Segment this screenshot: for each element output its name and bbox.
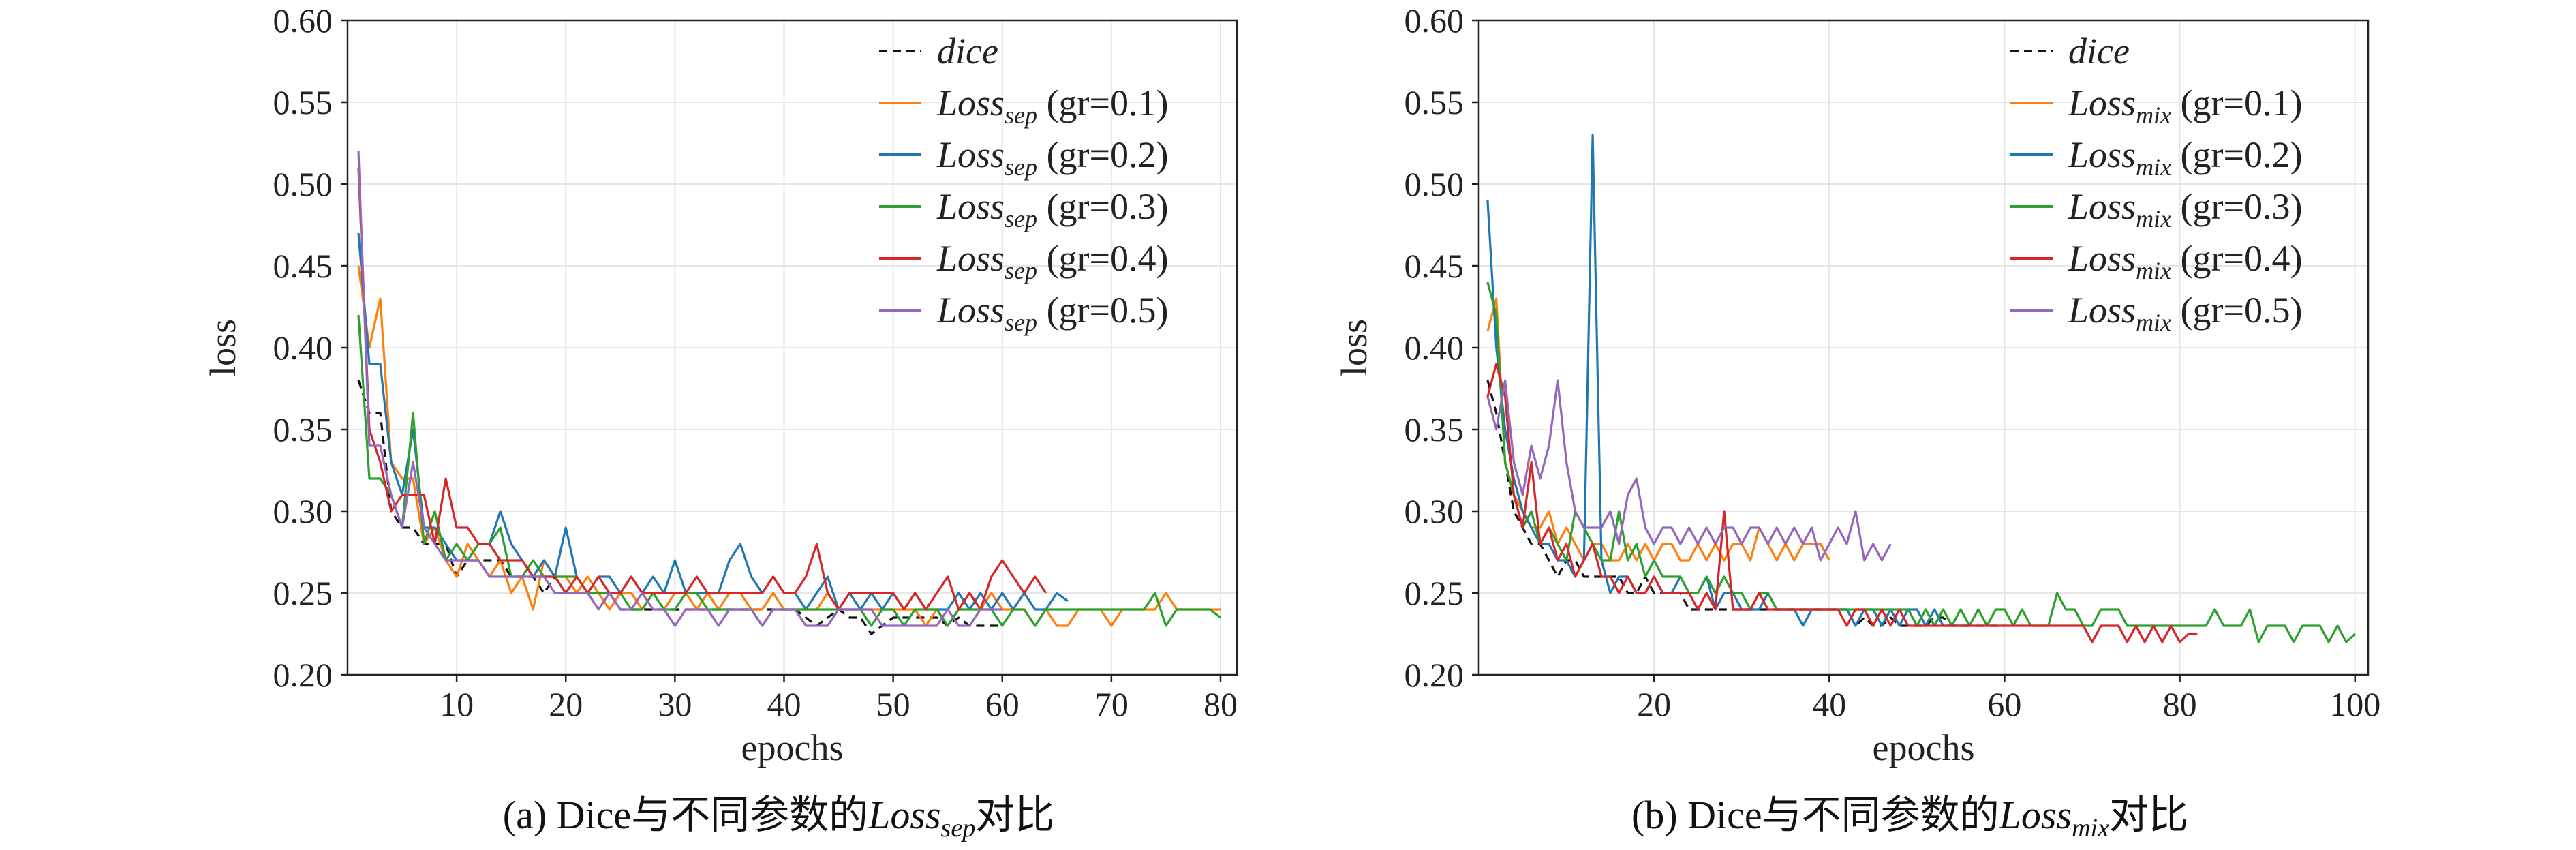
legend-label: dice xyxy=(2068,31,2130,72)
chart-caption: (a) Dice与不同参数的Losssep对比 xyxy=(503,793,1054,843)
x-tick-label: 40 xyxy=(1812,685,1846,723)
y-tick-label: 0.20 xyxy=(1405,656,1465,694)
chart-a: 0.20 0.25 0.30 0.35 0.40 0.45 0.50 0.55 0.60 10 20… xyxy=(202,1,1238,843)
legend-label: Lossmix (gr=0.5) xyxy=(2068,290,2302,336)
y-tick-label: 0.25 xyxy=(1405,574,1465,612)
y-tick-label: 0.55 xyxy=(273,83,333,121)
series-line-gr5 xyxy=(1486,379,1892,562)
y-tick-label: 0.45 xyxy=(273,247,333,285)
x-tick-label: 80 xyxy=(1203,685,1238,723)
series-line-dice xyxy=(357,380,1002,635)
x-tick-label: 20 xyxy=(1637,685,1671,723)
chart-caption: (b) Dice与不同参数的Lossmix对比 xyxy=(1631,793,2188,843)
y-tick-label: 0.25 xyxy=(273,574,333,612)
y-tick-label: 0.45 xyxy=(1405,247,1465,285)
x-tick-label: 20 xyxy=(549,685,583,723)
y-tick-label: 0.20 xyxy=(273,656,333,694)
x-axis-label: epochs xyxy=(741,727,844,768)
x-tick-label: 100 xyxy=(2329,685,2380,723)
x-tick-label: 60 xyxy=(985,685,1019,723)
chart-b: 0.20 0.25 0.30 0.35 0.40 0.45 0.50 0.55 0.60 20 40… xyxy=(1334,1,2380,843)
legend: dice Lossmix (gr=0.1) Lossmix (gr=0.2) Loss… xyxy=(2010,31,2302,336)
y-tick-label: 0.55 xyxy=(1405,83,1465,121)
legend-label: Losssep (gr=0.1) xyxy=(936,82,1168,129)
y-tick-label: 0.35 xyxy=(1405,410,1465,449)
x-tick-label: 10 xyxy=(440,685,474,723)
legend-label: Losssep (gr=0.3) xyxy=(936,186,1168,232)
legend-label: Lossmix (gr=0.1) xyxy=(2068,82,2302,129)
legend-label: Lossmix (gr=0.2) xyxy=(2068,134,2302,181)
y-tick-label: 0.30 xyxy=(1405,492,1465,530)
y-tick-label: 0.40 xyxy=(273,329,333,367)
x-tick-label: 40 xyxy=(767,685,801,723)
y-axis-label: loss xyxy=(202,319,243,376)
legend-label: Lossmix (gr=0.4) xyxy=(2068,238,2302,284)
legend-label: Lossmix (gr=0.3) xyxy=(2068,186,2302,232)
x-tick-label: 50 xyxy=(876,685,910,723)
y-axis-label: loss xyxy=(1334,319,1375,376)
x-tick-label: 80 xyxy=(2163,685,2197,723)
legend-label: dice xyxy=(937,31,998,72)
series-line-gr5 xyxy=(357,151,1002,627)
y-tick-label: 0.40 xyxy=(1405,329,1465,367)
series-line-gr4 xyxy=(1486,363,2198,643)
series-line-gr1 xyxy=(1486,297,1830,562)
x-axis-label: epochs xyxy=(1873,727,1975,768)
y-tick-label: 0.30 xyxy=(273,492,333,530)
legend: dice Losssep (gr=0.1) Losssep (gr=0.2) Loss… xyxy=(879,31,1168,336)
series-line-dice xyxy=(1486,380,2005,627)
y-tick-label: 0.50 xyxy=(1405,165,1465,203)
y-tick-label: 0.35 xyxy=(273,410,333,449)
x-tick-label: 30 xyxy=(658,685,692,723)
y-tick-label: 0.50 xyxy=(273,165,333,203)
legend-label: Losssep (gr=0.5) xyxy=(936,290,1168,336)
series-line-gr3 xyxy=(1486,282,2356,643)
legend-label: Losssep (gr=0.4) xyxy=(936,238,1168,284)
y-tick-label: 0.60 xyxy=(273,1,333,40)
x-tick-label: 60 xyxy=(1987,685,2021,723)
series-line-gr4 xyxy=(357,167,1047,611)
legend-label: Losssep (gr=0.2) xyxy=(936,134,1168,181)
series-line-gr2 xyxy=(1486,134,1969,627)
x-tick-label: 70 xyxy=(1094,685,1129,723)
y-tick-label: 0.60 xyxy=(1405,1,1465,40)
series-line-gr3 xyxy=(357,314,1221,627)
